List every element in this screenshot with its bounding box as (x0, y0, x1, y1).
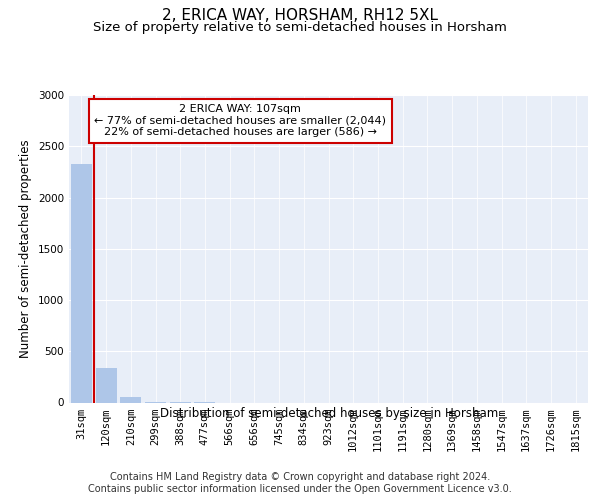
Text: Distribution of semi-detached houses by size in Horsham: Distribution of semi-detached houses by … (160, 408, 498, 420)
Bar (95, 368, 116, 402)
Text: 2, ERICA WAY, HORSHAM, RH12 5XL: 2, ERICA WAY, HORSHAM, RH12 5XL (162, 8, 438, 22)
Bar (71, 164, 92, 402)
Text: Contains HM Land Registry data © Crown copyright and database right 2024.
Contai: Contains HM Land Registry data © Crown c… (88, 472, 512, 494)
Bar (120, 397, 141, 402)
Text: Size of property relative to semi-detached houses in Horsham: Size of property relative to semi-detach… (93, 21, 507, 34)
Text: 2 ERICA WAY: 107sqm
← 77% of semi-detached houses are smaller (2,044)
22% of sem: 2 ERICA WAY: 107sqm ← 77% of semi-detach… (94, 104, 386, 138)
Y-axis label: Number of semi-detached properties: Number of semi-detached properties (19, 140, 32, 358)
